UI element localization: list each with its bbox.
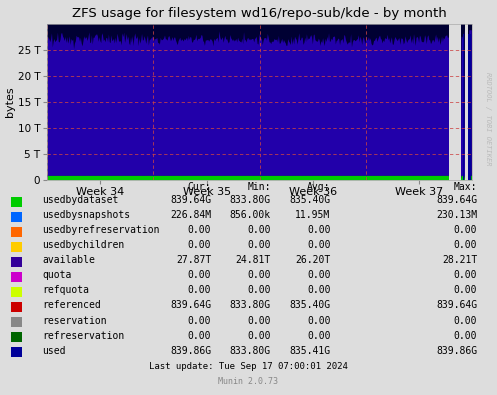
Text: 839.64G: 839.64G xyxy=(436,196,477,205)
Text: usedbysnapshots: usedbysnapshots xyxy=(42,211,130,220)
Text: reservation: reservation xyxy=(42,316,107,325)
Text: 0.00: 0.00 xyxy=(248,316,271,325)
Text: 835.41G: 835.41G xyxy=(289,346,331,356)
Text: 0.00: 0.00 xyxy=(188,271,211,280)
Text: 0.00: 0.00 xyxy=(188,316,211,325)
Text: usedbyrefreservation: usedbyrefreservation xyxy=(42,226,160,235)
Text: 839.64G: 839.64G xyxy=(436,301,477,310)
Text: 0.00: 0.00 xyxy=(248,226,271,235)
Text: 839.86G: 839.86G xyxy=(170,346,211,356)
Text: 0.00: 0.00 xyxy=(454,316,477,325)
Text: 0.00: 0.00 xyxy=(188,286,211,295)
Text: refquota: refquota xyxy=(42,286,89,295)
Text: 833.80G: 833.80G xyxy=(230,196,271,205)
Text: used: used xyxy=(42,346,66,356)
Text: Last update: Tue Sep 17 07:00:01 2024: Last update: Tue Sep 17 07:00:01 2024 xyxy=(149,361,348,371)
Title: ZFS usage for filesystem wd16/repo-sub/kde - by month: ZFS usage for filesystem wd16/repo-sub/k… xyxy=(72,7,447,20)
Text: 0.00: 0.00 xyxy=(454,331,477,340)
Text: 833.80G: 833.80G xyxy=(230,301,271,310)
Text: 0.00: 0.00 xyxy=(454,241,477,250)
Text: 0.00: 0.00 xyxy=(248,271,271,280)
Text: 835.40G: 835.40G xyxy=(289,301,331,310)
Text: 24.81T: 24.81T xyxy=(236,256,271,265)
Y-axis label: bytes: bytes xyxy=(5,87,15,117)
Text: 226.84M: 226.84M xyxy=(170,211,211,220)
Text: Avg:: Avg: xyxy=(307,182,331,192)
Text: 0.00: 0.00 xyxy=(248,241,271,250)
Text: quota: quota xyxy=(42,271,72,280)
Text: 839.86G: 839.86G xyxy=(436,346,477,356)
Text: 0.00: 0.00 xyxy=(248,331,271,340)
Text: refreservation: refreservation xyxy=(42,331,124,340)
Text: RRDTOOL / TOBI OETIKER: RRDTOOL / TOBI OETIKER xyxy=(485,72,491,165)
Text: 28.21T: 28.21T xyxy=(442,256,477,265)
Text: 230.13M: 230.13M xyxy=(436,211,477,220)
Text: 0.00: 0.00 xyxy=(188,241,211,250)
Text: 0.00: 0.00 xyxy=(307,286,331,295)
Text: 0.00: 0.00 xyxy=(307,241,331,250)
Text: usedbychildren: usedbychildren xyxy=(42,241,124,250)
Text: 0.00: 0.00 xyxy=(307,271,331,280)
Text: 11.95M: 11.95M xyxy=(295,211,331,220)
Text: 26.20T: 26.20T xyxy=(295,256,331,265)
Text: referenced: referenced xyxy=(42,301,101,310)
Text: 0.00: 0.00 xyxy=(454,271,477,280)
Text: Munin 2.0.73: Munin 2.0.73 xyxy=(219,376,278,386)
Text: 0.00: 0.00 xyxy=(454,286,477,295)
Text: 0.00: 0.00 xyxy=(454,226,477,235)
Text: Cur:: Cur: xyxy=(188,182,211,192)
Text: 856.00k: 856.00k xyxy=(230,211,271,220)
Text: 0.00: 0.00 xyxy=(188,226,211,235)
Text: 839.64G: 839.64G xyxy=(170,301,211,310)
Text: 0.00: 0.00 xyxy=(248,286,271,295)
Text: 27.87T: 27.87T xyxy=(176,256,211,265)
Text: Max:: Max: xyxy=(454,182,477,192)
Text: available: available xyxy=(42,256,95,265)
Text: 835.40G: 835.40G xyxy=(289,196,331,205)
Text: 0.00: 0.00 xyxy=(307,316,331,325)
Text: 839.64G: 839.64G xyxy=(170,196,211,205)
Text: Min:: Min: xyxy=(248,182,271,192)
Text: 0.00: 0.00 xyxy=(307,331,331,340)
Text: 0.00: 0.00 xyxy=(188,331,211,340)
Text: usedbydataset: usedbydataset xyxy=(42,196,119,205)
Text: 0.00: 0.00 xyxy=(307,226,331,235)
Text: 833.80G: 833.80G xyxy=(230,346,271,356)
